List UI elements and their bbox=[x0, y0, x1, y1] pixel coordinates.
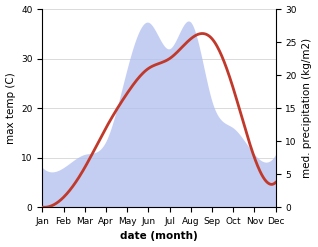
Y-axis label: med. precipitation (kg/m2): med. precipitation (kg/m2) bbox=[302, 38, 313, 178]
Y-axis label: max temp (C): max temp (C) bbox=[5, 72, 16, 144]
X-axis label: date (month): date (month) bbox=[120, 231, 198, 242]
